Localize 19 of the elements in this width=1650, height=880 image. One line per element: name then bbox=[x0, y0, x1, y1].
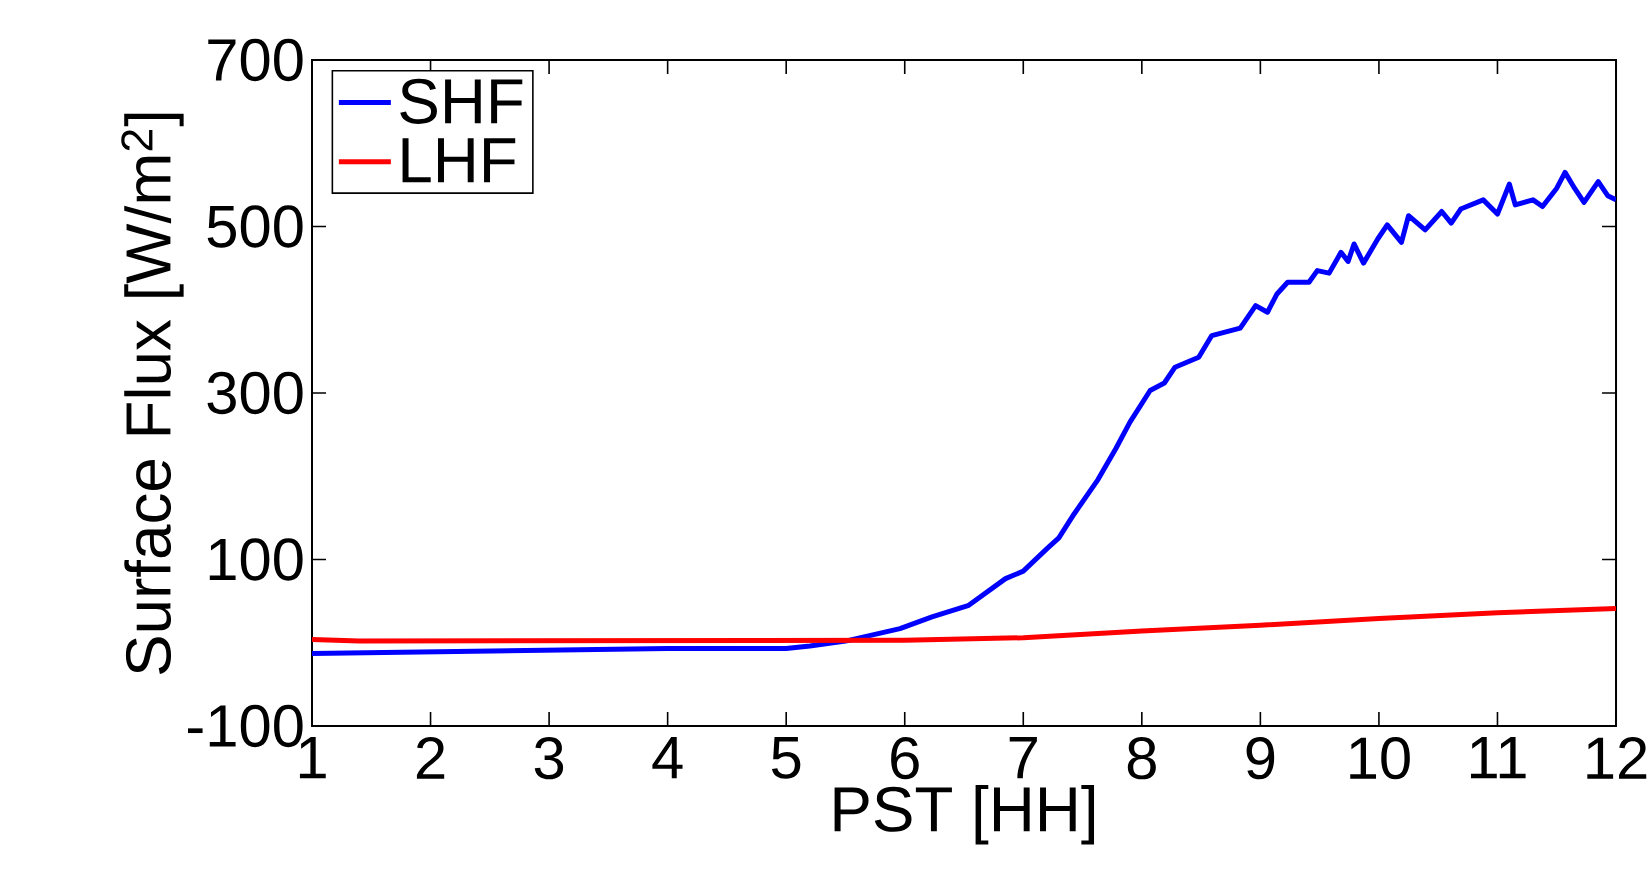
x-tick-label: 11 bbox=[1471, 737, 1526, 779]
x-tick-label: 6 bbox=[891, 737, 919, 780]
x-axis-title: PST [HH] bbox=[834, 785, 1095, 845]
x-tick-label: 4 bbox=[652, 737, 683, 779]
x-tick-label: 8 bbox=[1127, 737, 1156, 780]
x-tick-label: 2 bbox=[416, 737, 445, 779]
legend-label: SHF bbox=[400, 78, 523, 124]
legend-label: LHF bbox=[402, 138, 516, 183]
x-tick-label: 10 bbox=[1350, 737, 1410, 780]
y-tick-label: 700 bbox=[208, 38, 303, 82]
x-tick-label: 3 bbox=[534, 737, 564, 780]
x-tick-label: 5 bbox=[771, 737, 801, 779]
x-tick-label: 12 bbox=[1587, 737, 1647, 779]
y-tick-label: 500 bbox=[207, 205, 303, 248]
y-axis-title: Surface Flux [W/m$^{2}$] bbox=[121, 113, 184, 675]
x-tick-label: 9 bbox=[1246, 737, 1275, 780]
x-tick-label: 7 bbox=[1009, 737, 1037, 779]
y-tick-label: 300 bbox=[207, 371, 303, 415]
y-tick-label: 100 bbox=[209, 538, 303, 581]
